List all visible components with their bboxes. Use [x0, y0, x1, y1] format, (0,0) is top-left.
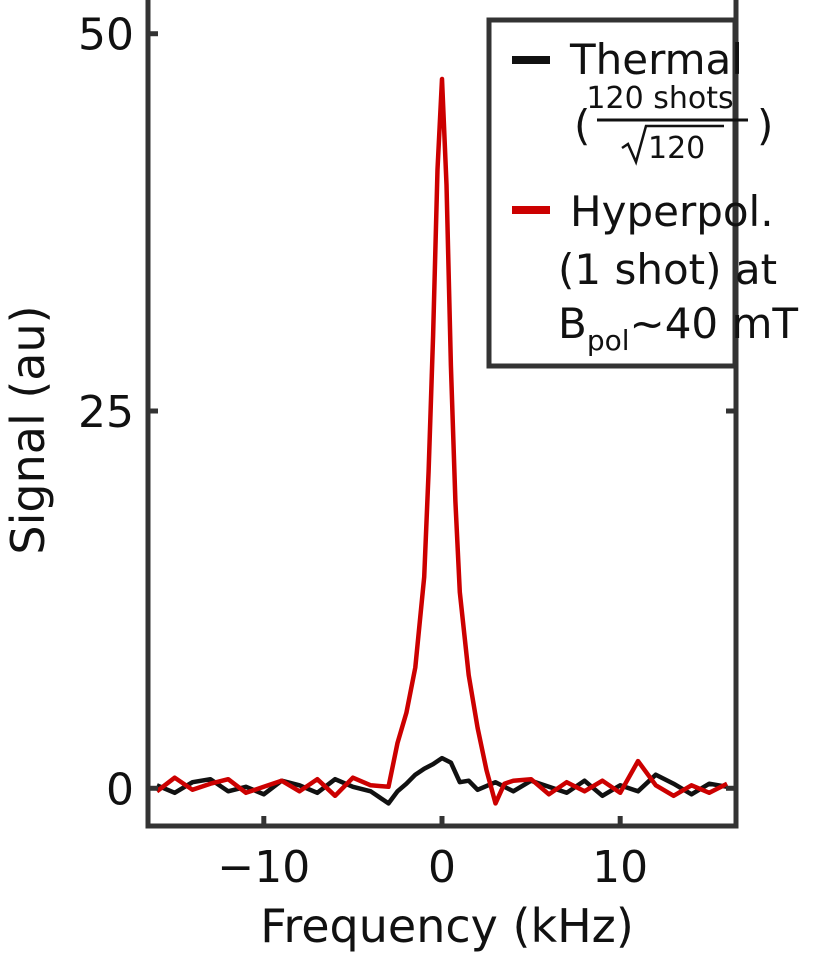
x-tick-label: −10 [217, 842, 310, 893]
legend-label-hyperpol-line1: Hyperpol. [570, 187, 774, 236]
legend-b-letter: B [558, 299, 587, 348]
legend-paren-open: ( [574, 101, 590, 150]
x-tick-label: 10 [592, 842, 648, 893]
legend-paren-close: ) [757, 101, 773, 150]
series-line-hyperpol [155, 76, 729, 806]
legend: Thermal ( 120 shots 120 ) Hyperpol. (1 s… [486, 17, 798, 369]
series-line-thermal [156, 755, 728, 806]
legend-label-hyperpol-line3: Bpol~40 mT [558, 299, 798, 357]
legend-fraction-denominator: 120 [648, 131, 705, 166]
y-tick-label: 50 [78, 10, 134, 61]
sqrt-symbol-icon [621, 124, 724, 166]
y-tick-label: 25 [78, 387, 134, 438]
legend-b-subscript: pol [587, 324, 630, 357]
legend-box [486, 17, 738, 369]
x-tick-label: 0 [428, 842, 456, 893]
legend-label-thermal: Thermal [569, 35, 743, 84]
y-axis-title: Signal (au) [1, 305, 55, 554]
tick-group: −10 0 10 0 25 50 [78, 10, 736, 893]
y-tick-label: 0 [106, 764, 134, 815]
legend-label-hyperpol-line2: (1 shot) at [558, 245, 777, 294]
series-group [155, 76, 729, 806]
x-axis-title: Frequency (kHz) [260, 899, 634, 953]
legend-b-rest: ~40 mT [630, 299, 799, 348]
legend-fraction-numerator: 120 shots [586, 81, 733, 116]
